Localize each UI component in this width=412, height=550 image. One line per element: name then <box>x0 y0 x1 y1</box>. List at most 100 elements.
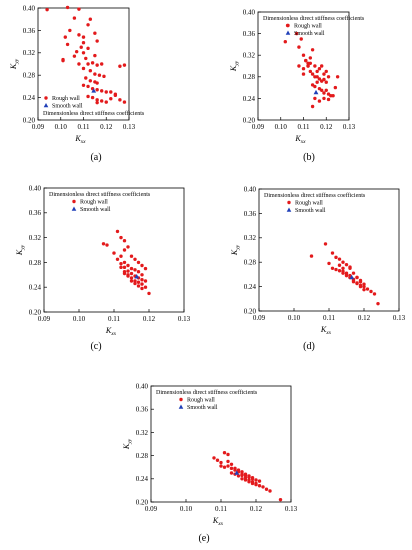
x-tick-label: 0.13 <box>178 315 191 323</box>
rough-wall-point <box>315 80 319 84</box>
rough-wall-point <box>257 484 262 488</box>
rough-wall-point <box>250 477 255 481</box>
rough-wall-point <box>315 75 319 79</box>
rough-wall-point <box>254 478 258 482</box>
legend-label: Rough wall <box>52 96 80 102</box>
rough-wall-point <box>86 84 90 89</box>
rough-wall-point <box>306 64 310 68</box>
rough-wall-point <box>297 64 301 68</box>
rough-wall-point <box>351 271 356 275</box>
rough-wall-point <box>143 285 148 289</box>
rough-wall-point <box>247 478 251 482</box>
legend-marker-smooth-wall <box>71 206 77 211</box>
rough-wall-point <box>126 263 130 268</box>
rough-wall-point <box>126 245 130 249</box>
y-tick-label: 0.28 <box>244 259 257 267</box>
rough-wall-point <box>119 254 123 258</box>
rough-wall-point <box>86 94 90 99</box>
rough-wall-point <box>122 239 127 243</box>
rough-wall-point <box>129 279 134 283</box>
rough-wall-point <box>86 46 90 51</box>
legend-marker-rough-wall <box>44 96 48 100</box>
y-axis-label: Kyy <box>230 244 241 256</box>
rough-wall-point <box>313 96 317 101</box>
y-tick-label: 0.36 <box>29 209 42 217</box>
y-tick-label: 0.24 <box>243 95 256 103</box>
rough-wall-point <box>65 42 70 47</box>
rough-wall-point <box>140 286 144 291</box>
rough-wall-point <box>247 475 251 479</box>
rough-wall-point <box>81 41 86 45</box>
rough-wall-point <box>264 487 269 491</box>
x-tick-label: 0.11 <box>298 123 310 131</box>
rough-wall-point <box>310 72 315 76</box>
legend-label: Smooth wall <box>52 104 83 110</box>
rough-wall-point <box>95 63 99 67</box>
y-axis-label-main: K <box>9 63 18 70</box>
rough-wall-point <box>93 31 97 35</box>
y-axis-label: Kyy <box>229 60 240 72</box>
chart-panel-2: 0.09 0.10 0.11 0.12 0.13 0.20 0.24 0.28 0.32 0.36… <box>229 8 365 163</box>
rough-wall-point <box>308 69 313 74</box>
rough-wall-point <box>95 81 99 85</box>
rough-wall-point <box>376 301 380 306</box>
rough-wall-point <box>330 266 335 270</box>
rough-wall-point <box>226 464 230 468</box>
rough-wall-point <box>372 292 377 296</box>
y-tick-label: 0.24 <box>244 283 257 291</box>
rough-wall-point <box>119 261 123 266</box>
rough-wall-point <box>365 287 370 291</box>
rough-wall-point <box>95 88 99 92</box>
rough-wall-point <box>136 284 141 288</box>
chart-panel-4: 0.09 0.10 0.11 0.12 0.13 0.20 0.24 0.28 0.32 0.36… <box>230 185 406 352</box>
rough-wall-point <box>219 464 223 468</box>
rough-wall-point <box>68 28 72 33</box>
x-tick-label: 0.11 <box>78 123 90 131</box>
panel-caption: (b) <box>303 152 315 163</box>
rough-wall-point <box>301 67 306 71</box>
rough-wall-point <box>81 35 86 39</box>
rough-wall-point <box>61 58 65 63</box>
legend: Dimensionless direct stiffness coefficie… <box>49 191 151 213</box>
x-tick-label: 0.09 <box>38 315 51 323</box>
x-axis-label: Kxx <box>105 326 117 337</box>
rough-wall-point <box>226 452 230 457</box>
x-tick-label: 0.13 <box>285 505 298 513</box>
legend-title: Dimensionless direct stiffness coefficie… <box>43 110 145 117</box>
x-axis-label: Kxx <box>74 134 86 145</box>
legend-label: Smooth wall <box>294 31 325 37</box>
rough-wall-point <box>118 98 122 102</box>
rough-wall-point <box>129 266 134 271</box>
rough-wall-point <box>115 229 120 234</box>
rough-wall-point <box>113 93 118 98</box>
rough-wall-point <box>147 291 151 296</box>
rough-wall-point <box>324 80 328 84</box>
rough-wall-point <box>250 480 255 484</box>
rough-wall-point <box>95 98 99 102</box>
legend-label: Rough wall <box>80 200 108 206</box>
smooth-wall-point <box>349 274 355 280</box>
rough-wall-point <box>294 31 299 36</box>
y-axis-label-sub: yy <box>127 438 133 444</box>
rough-wall-point <box>315 69 319 74</box>
rough-wall-point <box>355 275 359 280</box>
y-tick-label: 0.32 <box>243 52 256 60</box>
rough-wall-point <box>45 7 49 12</box>
rough-wall-point <box>362 287 366 292</box>
y-tick-label: 0.36 <box>23 27 36 35</box>
rough-wall-point <box>358 278 363 283</box>
panel-caption: (d) <box>303 341 315 352</box>
rough-wall-point <box>95 39 99 43</box>
rough-wall-point <box>341 269 345 274</box>
y-axis-label-main: K <box>122 443 131 450</box>
rough-wall-point <box>341 260 345 264</box>
x-axis-label: Kxx <box>212 516 224 527</box>
legend-title: Dimensionless direct stiffness coefficie… <box>49 191 151 198</box>
legend-label: Rough wall <box>294 24 322 30</box>
rough-wall-point <box>93 72 97 76</box>
rough-wall-point <box>310 104 315 109</box>
x-tick-label: 0.09 <box>145 505 158 513</box>
rough-wall-point <box>63 35 67 39</box>
rough-wall-point <box>77 33 81 37</box>
